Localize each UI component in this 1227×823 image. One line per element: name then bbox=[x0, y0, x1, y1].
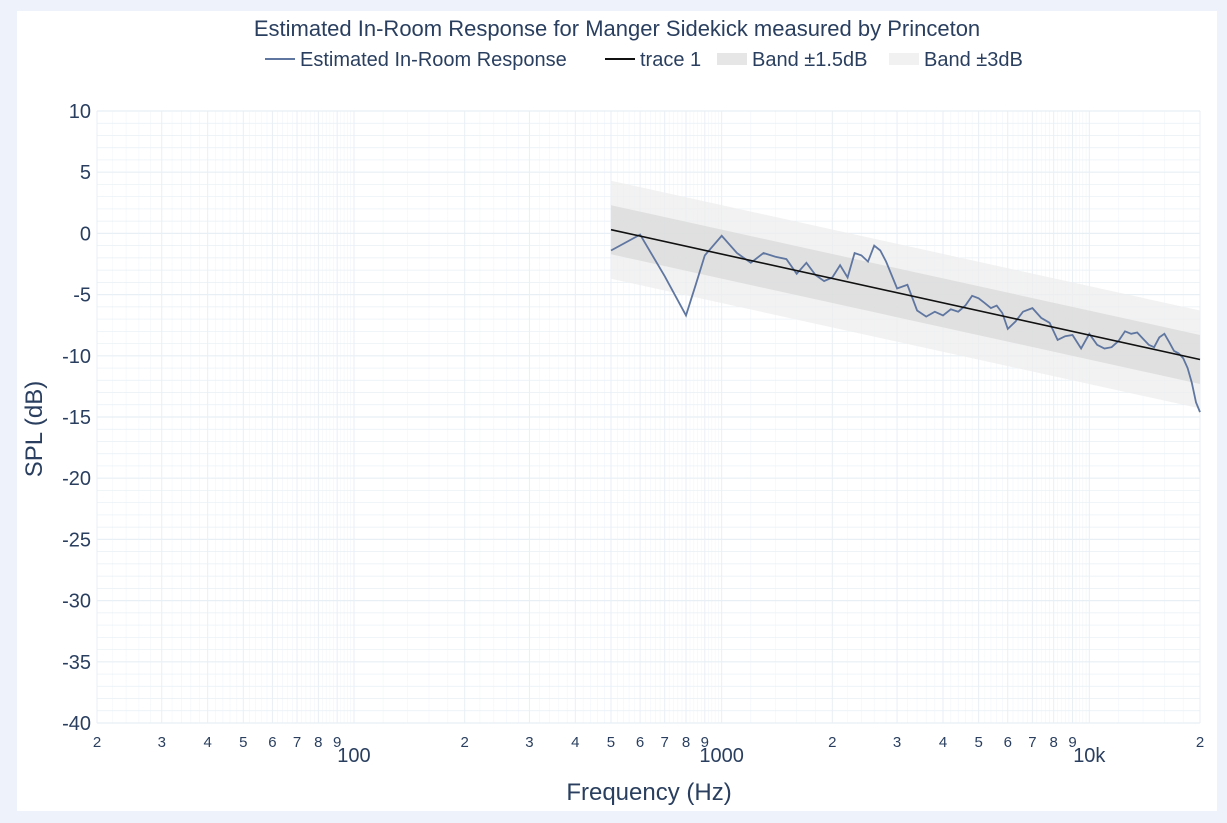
response-line bbox=[610, 233, 1201, 413]
chart-title: Estimated In-Room Response for Manger Si… bbox=[254, 16, 980, 41]
x-tick-label: 3 bbox=[525, 734, 533, 751]
x-tick-label: 7 bbox=[293, 734, 301, 751]
y-tick-label: -5 bbox=[73, 285, 91, 307]
x-tick-label: 3 bbox=[893, 734, 901, 751]
x-tick-label: 9 bbox=[701, 734, 709, 751]
x-tick-label: 6 bbox=[268, 734, 276, 751]
x-tick-label: 8 bbox=[1050, 734, 1058, 751]
chart: Estimated In-Room Response for Manger Si… bbox=[21, 16, 1204, 806]
legend-swatch bbox=[717, 53, 747, 65]
x-tick-label: 9 bbox=[1068, 734, 1076, 751]
y-tick-label: -15 bbox=[62, 407, 91, 429]
x-tick-label: 9 bbox=[333, 734, 341, 751]
legend: Estimated In-Room Response trace 1 Band ±1… bbox=[265, 49, 1023, 71]
y-tick-label: -10 bbox=[62, 346, 91, 368]
x-tick-label: 6 bbox=[1004, 734, 1012, 751]
x-axis-title: Frequency (Hz) bbox=[566, 779, 731, 806]
series-lines bbox=[610, 228, 1201, 413]
y-axis-title: SPL (dB) bbox=[21, 381, 48, 477]
legend-item: Estimated In-Room Response bbox=[265, 49, 567, 71]
x-tick-label: 2 bbox=[828, 734, 836, 751]
x-tick-label: 8 bbox=[682, 734, 690, 751]
x-tick-label: 4 bbox=[571, 734, 579, 751]
x-tick-label: 100 bbox=[337, 745, 370, 767]
x-tick-label: 10k bbox=[1073, 745, 1106, 767]
y-axis-ticks: 10 5 0 -5 -10 -15 -20 -25 -30 -35 -40 bbox=[62, 101, 91, 735]
x-tick-label: 3 bbox=[158, 734, 166, 751]
x-tick-label: 2 bbox=[93, 734, 101, 751]
x-tick-label: 6 bbox=[636, 734, 644, 751]
y-tick-label: 10 bbox=[69, 101, 91, 123]
legend-item: Band ±1.5dB bbox=[717, 49, 868, 71]
x-tick-label: 5 bbox=[239, 734, 247, 751]
legend-swatch bbox=[889, 53, 919, 65]
y-tick-label: -20 bbox=[62, 468, 91, 490]
y-tick-label: 5 bbox=[80, 162, 91, 184]
y-tick-label: 0 bbox=[80, 223, 91, 245]
x-tick-label: 2 bbox=[1196, 734, 1204, 751]
trend-line bbox=[610, 228, 1201, 361]
x-tick-label: 7 bbox=[1028, 734, 1036, 751]
x-tick-label: 1000 bbox=[699, 745, 744, 767]
x-tick-label: 4 bbox=[204, 734, 212, 751]
x-tick-label: 5 bbox=[974, 734, 982, 751]
x-tick-label: 2 bbox=[460, 734, 468, 751]
x-tick-label: 7 bbox=[661, 734, 669, 751]
legend-item: Band ±3dB bbox=[889, 49, 1023, 71]
legend-label: trace 1 bbox=[640, 49, 701, 71]
chart-card: Estimated In-Room Response for Manger Si… bbox=[17, 11, 1217, 811]
legend-label: Estimated In-Room Response bbox=[300, 49, 567, 71]
x-tick-label: 5 bbox=[607, 734, 615, 751]
x-tick-label: 4 bbox=[939, 734, 947, 751]
y-tick-label: -40 bbox=[62, 713, 91, 735]
x-tick-label: 8 bbox=[314, 734, 322, 751]
y-tick-label: -25 bbox=[62, 529, 91, 551]
y-tick-label: -30 bbox=[62, 591, 91, 613]
legend-label: Band ±3dB bbox=[924, 49, 1023, 71]
legend-item: trace 1 bbox=[605, 49, 701, 71]
legend-label: Band ±1.5dB bbox=[752, 49, 868, 71]
y-tick-label: -35 bbox=[62, 652, 91, 674]
